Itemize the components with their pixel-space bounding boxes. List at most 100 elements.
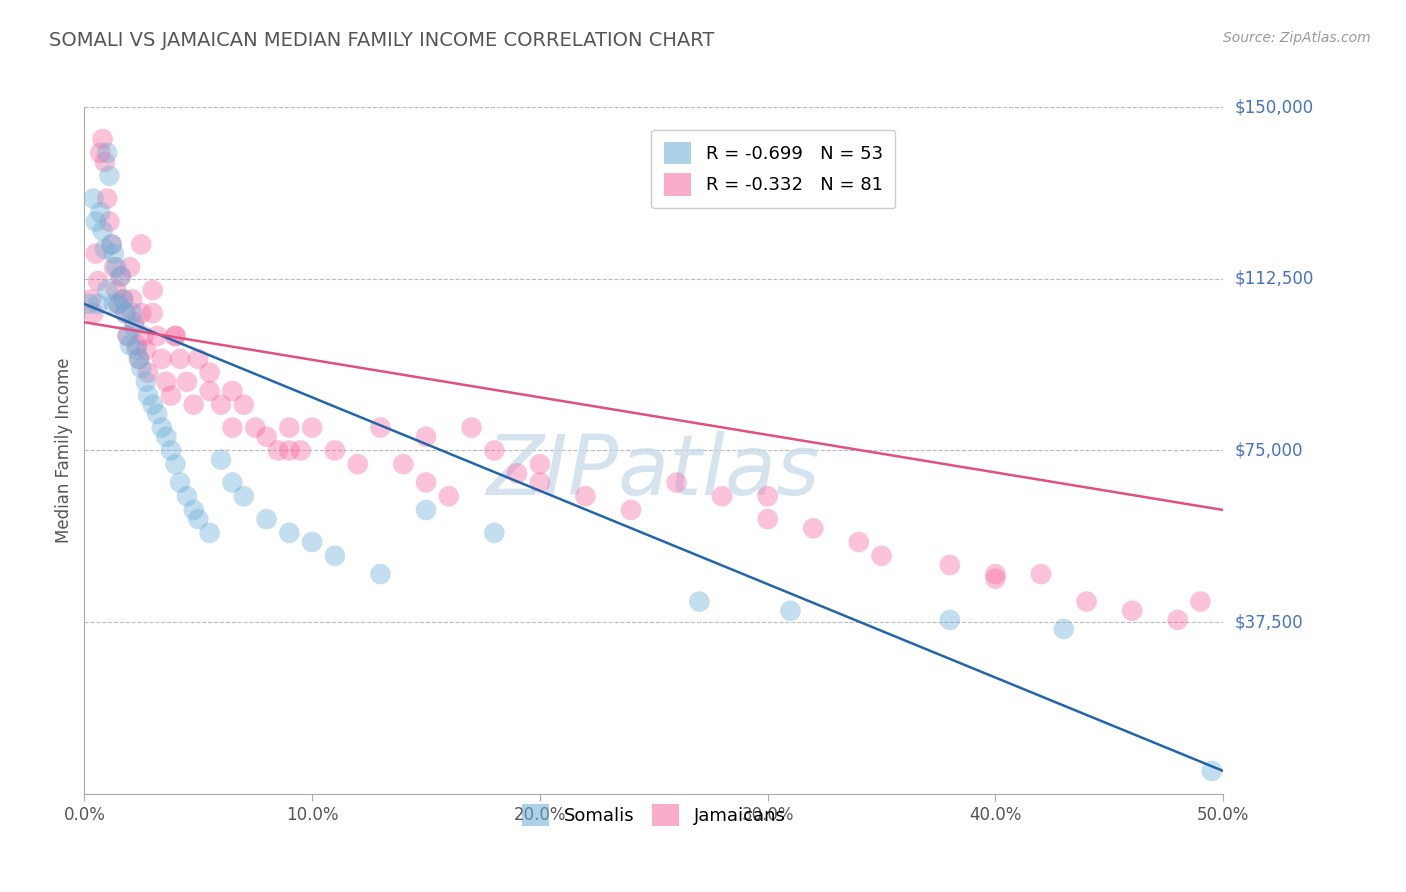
Point — [529, 475, 551, 490]
Point — [124, 315, 146, 329]
Point — [187, 351, 209, 366]
Point — [150, 351, 173, 366]
Point — [756, 512, 779, 526]
Point — [155, 375, 177, 389]
Point — [98, 214, 121, 228]
Point — [131, 361, 153, 376]
Point — [117, 329, 139, 343]
Point — [165, 329, 187, 343]
Point — [160, 388, 183, 402]
Point — [323, 443, 346, 458]
Text: $37,500: $37,500 — [1234, 613, 1303, 632]
Point — [370, 567, 392, 582]
Point — [256, 512, 278, 526]
Point — [107, 297, 129, 311]
Point — [1189, 594, 1212, 608]
Point — [146, 407, 169, 421]
Point — [128, 351, 150, 366]
Point — [506, 467, 529, 481]
Point — [165, 457, 187, 471]
Point — [984, 572, 1007, 586]
Point — [460, 420, 482, 434]
Point — [183, 398, 205, 412]
Point — [801, 521, 824, 535]
Point — [84, 246, 107, 260]
Point — [176, 375, 198, 389]
Point — [117, 329, 139, 343]
Point — [89, 145, 111, 160]
Point — [870, 549, 893, 563]
Point — [278, 420, 301, 434]
Point — [256, 430, 278, 444]
Point — [232, 489, 254, 503]
Point — [278, 525, 301, 540]
Point — [665, 475, 688, 490]
Point — [711, 489, 734, 503]
Point — [1053, 622, 1076, 636]
Text: SOMALI VS JAMAICAN MEDIAN FAMILY INCOME CORRELATION CHART: SOMALI VS JAMAICAN MEDIAN FAMILY INCOME … — [49, 31, 714, 50]
Point — [779, 604, 801, 618]
Point — [125, 338, 148, 352]
Point — [1076, 594, 1098, 608]
Point — [142, 398, 165, 412]
Point — [103, 297, 125, 311]
Point — [574, 489, 596, 503]
Point — [103, 246, 125, 260]
Point — [118, 260, 141, 275]
Point — [114, 306, 136, 320]
Point — [1167, 613, 1189, 627]
Point — [323, 549, 346, 563]
Point — [848, 535, 870, 549]
Point — [301, 420, 323, 434]
Point — [484, 443, 506, 458]
Point — [198, 384, 221, 398]
Point — [136, 388, 159, 402]
Point — [124, 319, 146, 334]
Point — [132, 329, 155, 343]
Text: $150,000: $150,000 — [1234, 98, 1313, 116]
Point — [96, 192, 118, 206]
Point — [136, 366, 159, 380]
Point — [110, 269, 132, 284]
Point — [150, 420, 173, 434]
Point — [94, 242, 117, 256]
Point — [105, 283, 128, 297]
Point — [187, 512, 209, 526]
Point — [131, 237, 153, 252]
Point — [232, 398, 254, 412]
Point — [437, 489, 460, 503]
Point — [209, 398, 232, 412]
Point — [80, 293, 103, 307]
Point — [103, 260, 125, 275]
Point — [135, 375, 157, 389]
Point — [112, 293, 135, 307]
Point — [121, 293, 143, 307]
Point — [82, 306, 104, 320]
Point — [77, 297, 100, 311]
Point — [984, 567, 1007, 582]
Point — [87, 297, 110, 311]
Point — [142, 283, 165, 297]
Point — [96, 283, 118, 297]
Point — [301, 535, 323, 549]
Point — [135, 343, 157, 357]
Point — [198, 366, 221, 380]
Point — [221, 384, 243, 398]
Point — [620, 503, 643, 517]
Point — [91, 224, 114, 238]
Text: ZIPatlas: ZIPatlas — [486, 431, 821, 512]
Point — [114, 306, 136, 320]
Point — [84, 214, 107, 228]
Point — [98, 169, 121, 183]
Point — [1029, 567, 1052, 582]
Point — [415, 475, 437, 490]
Point — [290, 443, 312, 458]
Point — [87, 274, 110, 288]
Point — [82, 192, 104, 206]
Point — [415, 503, 437, 517]
Legend: Somalis, Jamaicans: Somalis, Jamaicans — [515, 797, 793, 833]
Point — [169, 475, 191, 490]
Point — [278, 443, 301, 458]
Point — [105, 260, 128, 275]
Point — [756, 489, 779, 503]
